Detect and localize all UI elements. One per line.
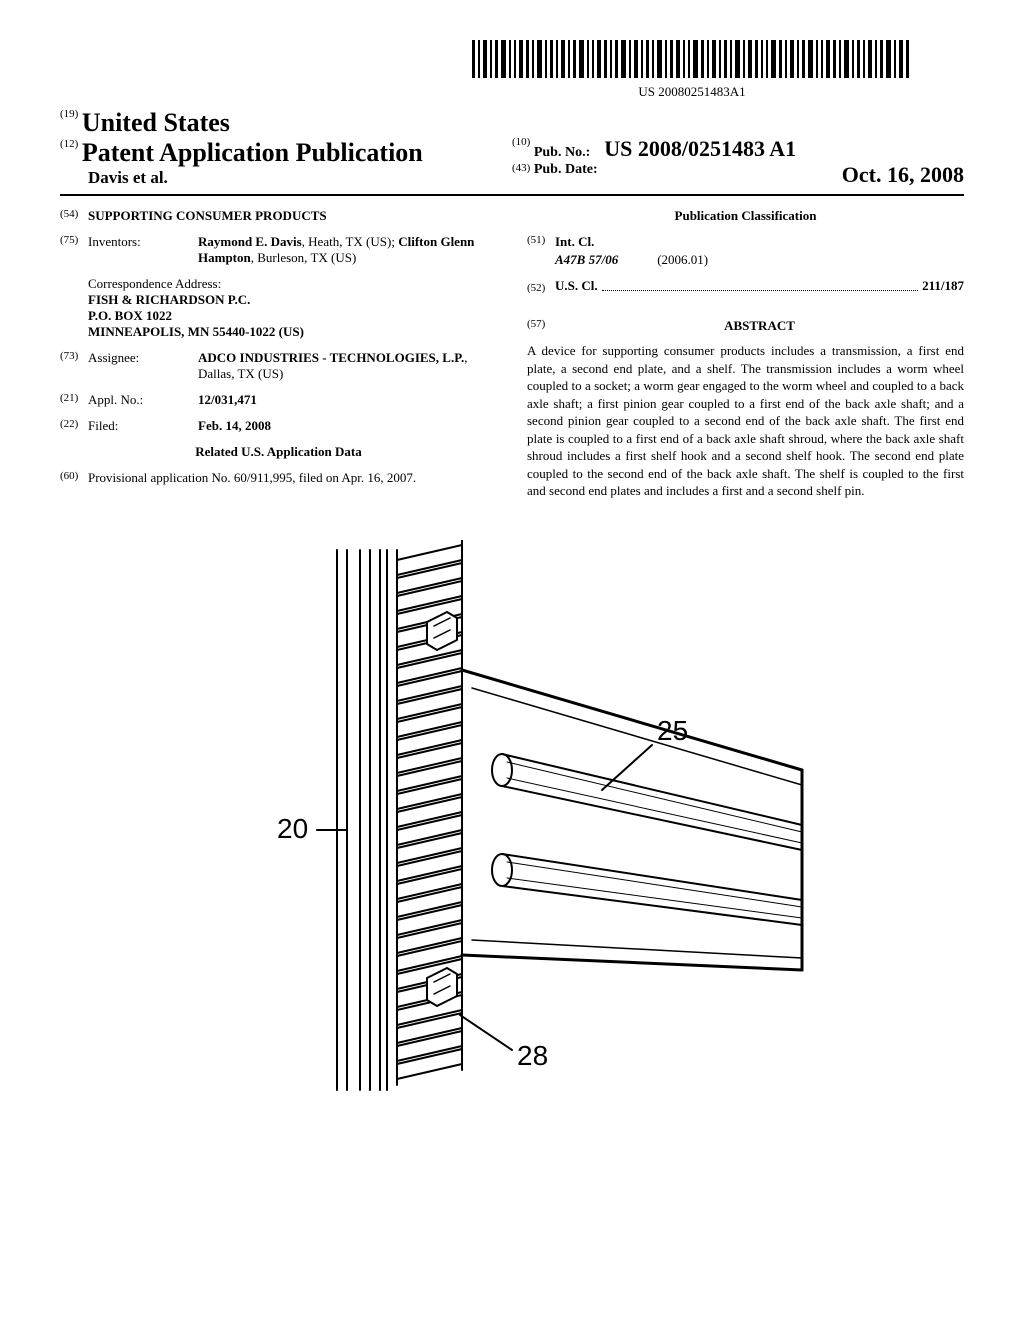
applno-label: Appl. No.:	[88, 392, 198, 408]
code-57: (57)	[527, 318, 555, 342]
country-name: United States	[82, 108, 230, 137]
right-column: Publication Classification (51) Int. Cl.…	[527, 208, 964, 500]
pubno-value: US 2008/0251483 A1	[604, 136, 796, 161]
code-60: (60)	[60, 470, 88, 486]
intcl-label: Int. Cl.	[555, 234, 594, 250]
inventor-2-loc: , Burleson, TX (US)	[251, 250, 357, 265]
correspondence-line3: MINNEAPOLIS, MN 55440-1022 (US)	[88, 324, 497, 340]
code-73: (73)	[60, 350, 88, 382]
code-12: (12)	[60, 138, 78, 150]
code-51: (51)	[527, 234, 555, 250]
intcl-date: (2006.01)	[657, 252, 708, 267]
publication-title: Patent Application Publication	[82, 138, 423, 167]
figure-ref-25: 25	[657, 715, 688, 746]
inventors-value: Raymond E. Davis, Heath, TX (US); Clifto…	[198, 234, 497, 266]
code-22: (22)	[60, 418, 88, 434]
left-column: (54) SUPPORTING CONSUMER PRODUCTS (75) I…	[60, 208, 497, 500]
related-data-header: Related U.S. Application Data	[60, 444, 497, 460]
barcode-block: US 20080251483A1	[420, 40, 964, 100]
uscl-label: U.S. Cl.	[555, 278, 598, 294]
assignee-label: Assignee:	[88, 350, 198, 382]
assignee-value: ADCO INDUSTRIES - TECHNOLOGIES, L.P., Da…	[198, 350, 497, 382]
abstract-header: ABSTRACT	[555, 318, 964, 334]
uscl-value: 211/187	[922, 278, 964, 294]
inventor-1-loc: , Heath, TX (US);	[302, 234, 399, 249]
assignee-name: ADCO INDUSTRIES - TECHNOLOGIES, L.P.	[198, 350, 464, 365]
code-10: (10)	[512, 136, 530, 148]
invention-title: SUPPORTING CONSUMER PRODUCTS	[88, 208, 327, 224]
code-52: (52)	[527, 282, 555, 294]
provisional-text: Provisional application No. 60/911,995, …	[88, 470, 416, 486]
correspondence-line1: FISH & RICHARDSON P.C.	[88, 292, 497, 308]
code-54: (54)	[60, 208, 88, 224]
classification-header: Publication Classification	[527, 208, 964, 224]
filed-value: Feb. 14, 2008	[198, 418, 271, 434]
pubdate-label: Pub. Date:	[534, 162, 598, 177]
figure-ref-28: 28	[517, 1040, 548, 1071]
applno-value: 12/031,471	[198, 392, 257, 408]
code-19: (19)	[60, 108, 78, 120]
inventors-label: Inventors:	[88, 234, 198, 266]
intcl-class: A47B 57/06	[555, 252, 618, 267]
figure-ref-20: 20	[277, 813, 308, 844]
inventor-1-name: Raymond E. Davis	[198, 234, 302, 249]
correspondence-line2: P.O. BOX 1022	[88, 308, 497, 324]
two-column-body: (54) SUPPORTING CONSUMER PRODUCTS (75) I…	[60, 208, 964, 500]
code-21: (21)	[60, 392, 88, 408]
barcode-graphic	[472, 40, 912, 82]
filed-label: Filed:	[88, 418, 198, 434]
authors-line: Davis et al.	[88, 168, 512, 188]
code-43: (43)	[512, 162, 530, 174]
dotted-leader	[602, 290, 918, 291]
code-75: (75)	[60, 234, 88, 266]
barcode-text: US 20080251483A1	[420, 84, 964, 100]
correspondence-label: Correspondence Address:	[88, 276, 497, 292]
pubno-label: Pub. No.:	[534, 145, 590, 160]
spacer	[527, 252, 555, 268]
figure-drawing: 20 25 28	[60, 540, 964, 1104]
pubdate-value: Oct. 16, 2008	[842, 162, 964, 188]
header-divider	[60, 194, 964, 196]
header-row: (19) United States (12) Patent Applicati…	[60, 108, 964, 188]
abstract-text: A device for supporting consumer product…	[527, 342, 964, 500]
